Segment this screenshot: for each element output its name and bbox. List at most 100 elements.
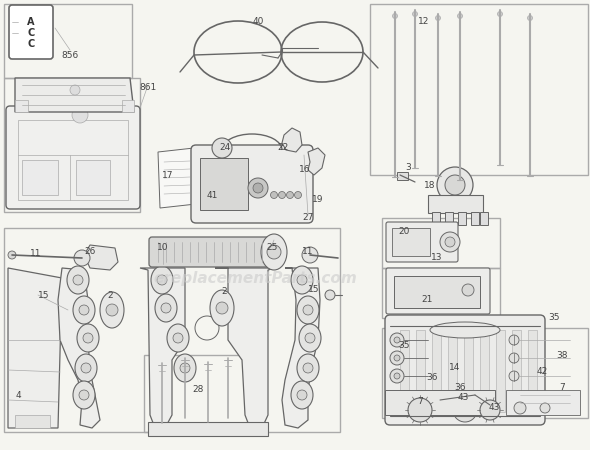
FancyBboxPatch shape — [386, 222, 458, 262]
Ellipse shape — [155, 294, 177, 322]
Circle shape — [497, 12, 503, 17]
Text: 2: 2 — [221, 288, 227, 297]
Text: 10: 10 — [158, 243, 169, 252]
Circle shape — [390, 369, 404, 383]
Circle shape — [445, 237, 455, 247]
Bar — [382, 268, 500, 318]
Circle shape — [303, 363, 313, 373]
Bar — [428, 195, 483, 213]
Circle shape — [72, 107, 88, 123]
Circle shape — [509, 371, 519, 381]
Ellipse shape — [167, 324, 189, 352]
FancyBboxPatch shape — [385, 315, 545, 425]
Circle shape — [173, 333, 183, 343]
Circle shape — [437, 167, 473, 203]
Text: 11: 11 — [302, 248, 314, 256]
Bar — [15, 100, 28, 112]
Circle shape — [412, 12, 418, 17]
Polygon shape — [215, 268, 275, 428]
Bar — [392, 228, 430, 256]
Circle shape — [297, 275, 307, 285]
Ellipse shape — [151, 266, 173, 294]
Circle shape — [394, 355, 400, 361]
Bar — [76, 160, 110, 195]
FancyBboxPatch shape — [149, 237, 275, 267]
Circle shape — [79, 305, 89, 315]
Polygon shape — [15, 78, 134, 112]
Bar — [480, 212, 488, 225]
Bar — [400, 330, 409, 412]
Circle shape — [278, 192, 286, 198]
Text: 11: 11 — [30, 248, 42, 257]
Bar — [22, 160, 58, 195]
Ellipse shape — [73, 296, 95, 324]
Ellipse shape — [67, 266, 89, 294]
Ellipse shape — [75, 354, 97, 382]
Text: 3: 3 — [405, 163, 411, 172]
Circle shape — [445, 175, 465, 195]
Polygon shape — [84, 245, 118, 270]
Circle shape — [106, 304, 118, 316]
Circle shape — [216, 302, 228, 314]
Bar — [15, 415, 50, 428]
Text: 12: 12 — [418, 18, 430, 27]
Circle shape — [248, 178, 268, 198]
Text: 36: 36 — [426, 374, 438, 382]
Circle shape — [302, 247, 318, 263]
Polygon shape — [140, 268, 185, 428]
Bar — [394, 276, 480, 308]
Text: 27: 27 — [302, 213, 314, 222]
Text: C: C — [27, 39, 35, 49]
Circle shape — [509, 335, 519, 345]
Text: 19: 19 — [312, 195, 324, 204]
Ellipse shape — [210, 290, 234, 326]
Circle shape — [83, 333, 93, 343]
Bar — [4, 78, 140, 212]
Text: 40: 40 — [253, 18, 264, 27]
Circle shape — [457, 14, 463, 18]
Bar — [382, 328, 500, 418]
Bar — [432, 212, 440, 225]
Circle shape — [180, 363, 190, 373]
Ellipse shape — [73, 381, 95, 409]
Circle shape — [294, 192, 301, 198]
Ellipse shape — [299, 324, 321, 352]
Text: 7: 7 — [559, 383, 565, 392]
Circle shape — [527, 15, 533, 21]
Ellipse shape — [297, 354, 319, 382]
Bar — [480, 330, 489, 412]
Bar — [512, 330, 521, 412]
FancyBboxPatch shape — [386, 268, 490, 314]
Bar — [506, 390, 580, 415]
Circle shape — [440, 232, 460, 252]
Text: 42: 42 — [536, 368, 548, 377]
Text: 20: 20 — [398, 228, 409, 237]
Text: 38: 38 — [556, 351, 568, 360]
Bar — [18, 120, 128, 200]
Text: 856: 856 — [61, 50, 78, 59]
Polygon shape — [8, 268, 62, 428]
Polygon shape — [282, 128, 302, 152]
Circle shape — [267, 245, 281, 259]
Text: 25: 25 — [266, 243, 278, 252]
Bar — [528, 330, 537, 412]
Ellipse shape — [430, 322, 500, 338]
Circle shape — [480, 400, 500, 420]
Circle shape — [8, 251, 16, 259]
Polygon shape — [58, 268, 100, 428]
Circle shape — [270, 192, 277, 198]
Circle shape — [408, 398, 432, 422]
Circle shape — [73, 275, 83, 285]
Circle shape — [390, 333, 404, 347]
Bar — [4, 228, 340, 432]
Bar — [500, 328, 588, 418]
Bar — [122, 100, 134, 112]
Circle shape — [509, 353, 519, 363]
Circle shape — [514, 402, 526, 414]
Text: 17: 17 — [162, 171, 173, 180]
Circle shape — [305, 333, 315, 343]
Circle shape — [303, 305, 313, 315]
Polygon shape — [158, 148, 196, 208]
Circle shape — [392, 14, 398, 18]
Text: 43: 43 — [489, 404, 500, 413]
